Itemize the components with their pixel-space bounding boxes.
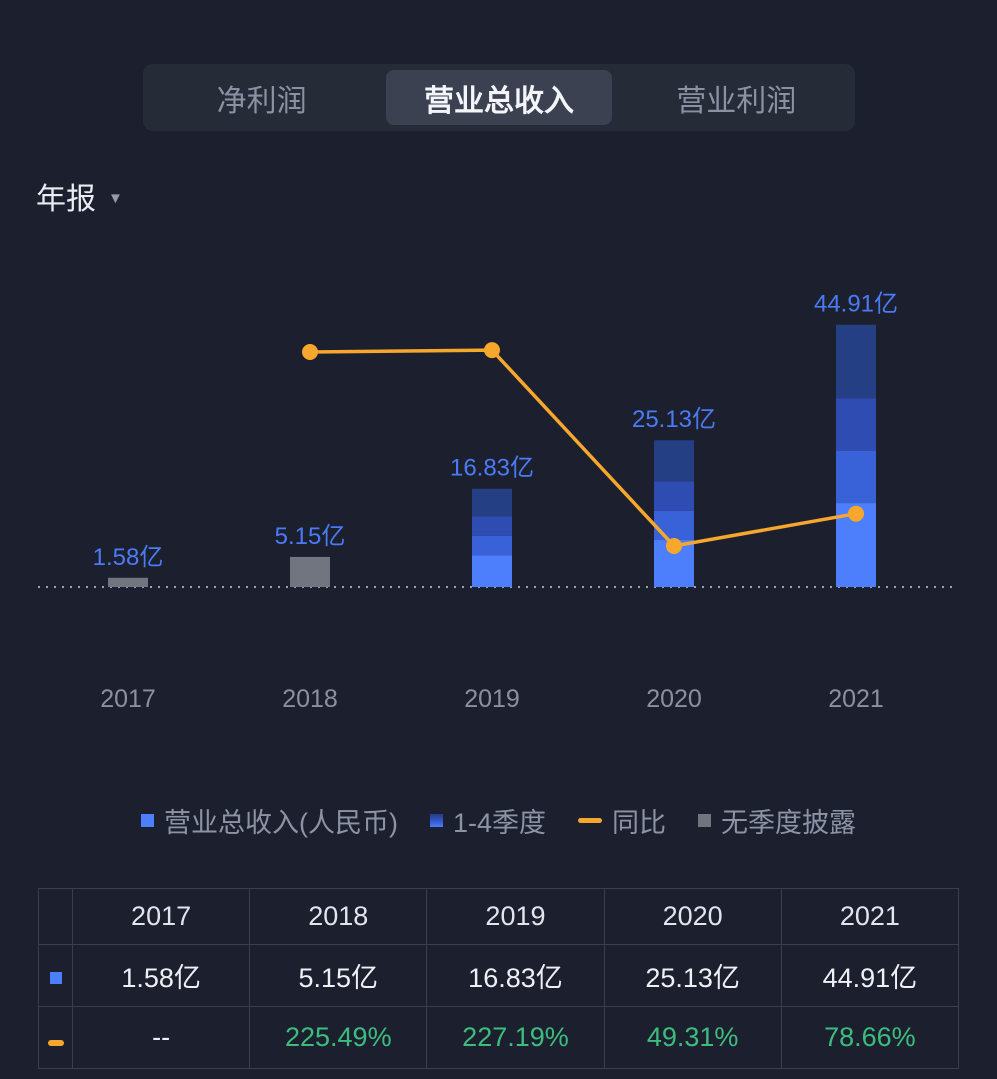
revenue-cell-2019: 16.83亿	[426, 944, 605, 1007]
yoy-point[interactable]	[666, 538, 682, 554]
table-row-revenue: 1.58亿 5.15亿 16.83亿 25.13亿 44.91亿	[38, 944, 960, 1007]
yoy-orange-dash-icon	[47, 1040, 64, 1046]
revenue-row-icon-cell	[38, 944, 73, 1007]
legend-item-no-disclosure[interactable]: 无季度披露	[698, 801, 856, 840]
revenue-cell-2020: 25.13亿	[603, 944, 782, 1007]
bar-q3-segment	[654, 481, 694, 511]
quarters-swatch-icon	[429, 814, 443, 827]
legend-label-revenue: 营业总收入(人民币)	[163, 808, 398, 838]
bar-q4-segment	[472, 488, 512, 517]
table-corner-cell	[38, 888, 73, 945]
yoy-point[interactable]	[848, 505, 864, 522]
chart-legend: 营业总收入(人民币) 1-4季度 同比 无季度披露	[0, 801, 997, 840]
bar-q3-segment	[472, 516, 512, 536]
x-axis-label: 2019	[464, 685, 520, 713]
revenue-chart: 1.58亿 2017 5.15亿 2018 16.83亿 2019 25.13亿 2020 44…	[38, 291, 958, 713]
revenue-cell-2017: 1.58亿	[71, 944, 251, 1007]
bar-q2-segment	[836, 450, 876, 504]
yoy-cell-2018: 225.49%	[249, 1006, 428, 1069]
yoy-cell-2019: 227.19%	[426, 1006, 605, 1069]
period-label: 年报	[36, 183, 96, 216]
table-header-2017: 2017	[71, 888, 251, 945]
data-table: 2017 2018 2019 2020 2021 1.58亿 5.15亿 16.…	[38, 888, 960, 1069]
bar-q4-segment	[836, 324, 876, 399]
table-row-yoy: -- 225.49% 227.19% 49.31% 78.66%	[38, 1006, 960, 1069]
yoy-point[interactable]	[484, 342, 500, 359]
tab-operating-profit[interactable]: 营业利润	[676, 84, 797, 118]
table-header-2018: 2018	[249, 888, 428, 945]
tab-total-revenue[interactable]: 营业总收入	[386, 70, 612, 125]
yoy-dash-icon	[578, 818, 602, 823]
x-axis-label: 2021	[828, 685, 884, 713]
x-axis-label: 2017	[100, 685, 156, 713]
legend-label-yoy: 同比	[612, 808, 666, 838]
revenue-cell-2021: 44.91亿	[780, 944, 960, 1007]
bar-2021[interactable]	[836, 324, 876, 587]
bar-2020[interactable]	[654, 440, 694, 587]
yoy-cell-2021: 78.66%	[780, 1006, 960, 1069]
legend-label-quarters: 1-4季度	[452, 808, 546, 838]
bar-value-label: 25.13亿	[632, 406, 716, 433]
bar-value-label: 16.83亿	[450, 455, 534, 482]
caret-down-icon: ▼	[108, 189, 123, 207]
legend-label-no-disclosure: 无季度披露	[721, 808, 856, 838]
revenue-swatch-icon	[140, 814, 154, 827]
bar-value-label: 1.58亿	[93, 544, 164, 571]
revenue-cell-2018: 5.15亿	[249, 944, 428, 1007]
yoy-cell-2020: 49.31%	[603, 1006, 782, 1069]
legend-item-quarters[interactable]: 1-4季度	[429, 801, 546, 840]
bar-q2-segment	[654, 510, 694, 541]
tab-net-profit[interactable]: 净利润	[216, 84, 307, 118]
table-header-2020: 2020	[603, 888, 782, 945]
legend-item-revenue[interactable]: 营业总收入(人民币)	[140, 801, 398, 840]
bar-q4-segment	[654, 440, 694, 482]
x-axis-label: 2018	[282, 685, 338, 713]
bar-q3-segment	[836, 398, 876, 451]
period-dropdown[interactable]: 年报 ▼	[36, 174, 123, 218]
bar-value-label: 5.15亿	[275, 523, 346, 550]
yoy-line	[309, 348, 857, 548]
bar-value-label: 44.91亿	[814, 291, 898, 318]
table-header-2019: 2019	[426, 888, 605, 945]
no-disclosure-swatch-icon	[698, 814, 711, 827]
revenue-blue-square-icon	[49, 972, 62, 984]
yoy-row-icon-cell	[38, 1006, 73, 1069]
tab-bar: 净利润 营业总收入 营业利润	[143, 64, 855, 131]
bar-no-quarterly-segment	[108, 577, 148, 587]
bar-q2-segment	[472, 535, 512, 556]
bar-q1-segment	[472, 555, 512, 587]
bar-no-quarterly-segment	[290, 556, 330, 587]
table-header-row: 2017 2018 2019 2020 2021	[38, 888, 960, 945]
bar-2018[interactable]	[290, 556, 330, 587]
x-axis-label: 2020	[646, 685, 702, 713]
legend-item-yoy[interactable]: 同比	[578, 801, 666, 840]
bar-2019[interactable]	[472, 488, 512, 587]
table-header-2021: 2021	[780, 888, 960, 945]
bar-2017[interactable]	[108, 577, 148, 587]
yoy-point[interactable]	[302, 344, 318, 360]
yoy-cell-2017: --	[71, 1006, 251, 1069]
